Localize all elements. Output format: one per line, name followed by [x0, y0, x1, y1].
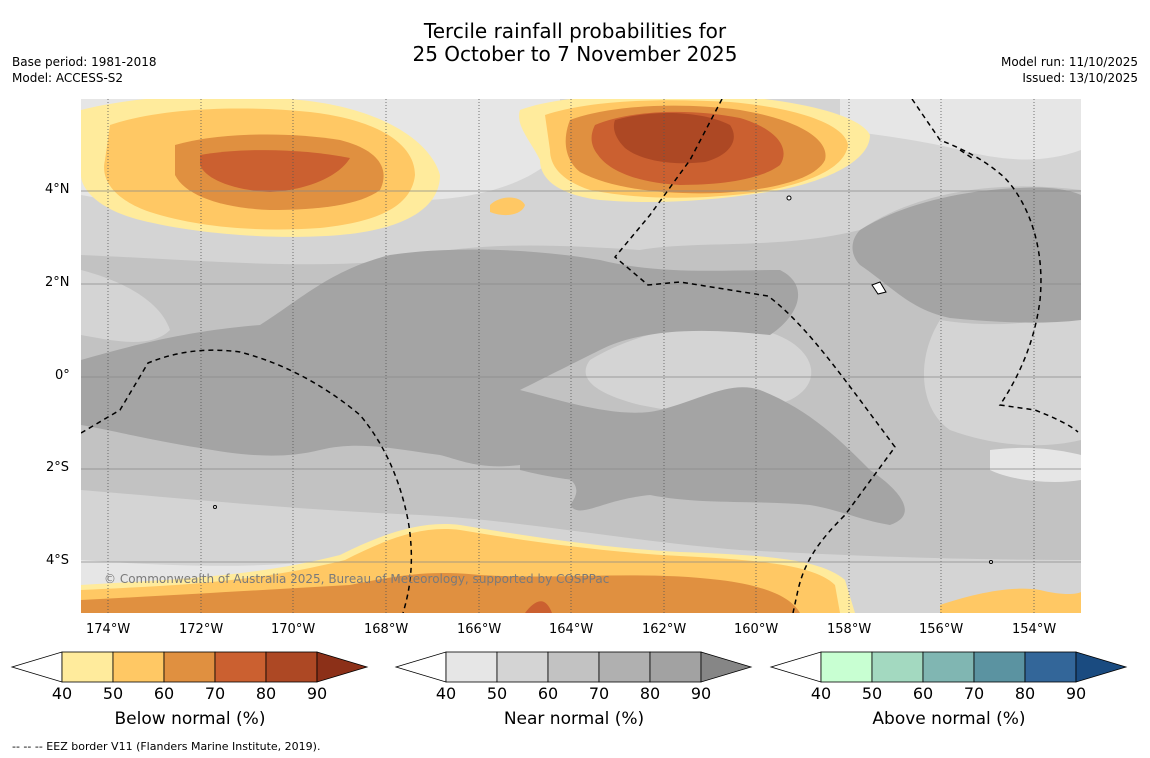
tick-label: 60 — [537, 684, 559, 703]
colorbar-above-seg-1 — [820, 651, 873, 683]
tick-label: 90 — [690, 684, 712, 703]
near-lighter-east — [990, 447, 1081, 482]
eez-border-ne — [959, 149, 976, 161]
lat-label: 2°N — [45, 275, 70, 290]
base-period: Base period: 1981-2018 — [12, 55, 157, 69]
colorbar-below-seg-6 — [316, 651, 369, 683]
issued-date: Issued: 13/10/2025 — [1022, 71, 1138, 85]
lat-label: 4°S — [46, 553, 70, 568]
eez-borders — [81, 99, 1079, 613]
tick-label: 60 — [153, 684, 175, 703]
colorbar-below-label: Below normal (%) — [114, 709, 266, 729]
colorbar-above-seg-5 — [1024, 651, 1077, 683]
tick-label: 50 — [102, 684, 124, 703]
colorbar-below — [10, 651, 369, 683]
colorbar-below-seg-2 — [112, 651, 165, 683]
tick-label: 80 — [1014, 684, 1036, 703]
tick-label: 40 — [435, 684, 457, 703]
model-name: Model: ACCESS-S2 — [12, 71, 124, 85]
below-70-south — [81, 573, 800, 613]
near-dark-equatorial — [81, 249, 905, 526]
eez-legend-note: -- -- -- EEZ border V11 (Flanders Marine… — [12, 740, 321, 753]
tick-label: 60 — [912, 684, 934, 703]
island-4 — [989, 560, 993, 564]
colorbar-above-seg-2 — [871, 651, 924, 683]
colorbar-near-seg-3 — [547, 651, 600, 683]
colorbar-near-seg-5 — [649, 651, 702, 683]
below-90-nc — [613, 113, 734, 164]
tick-label: 80 — [255, 684, 277, 703]
colorbar-near-label: Near normal (%) — [503, 709, 645, 729]
tick-label: 50 — [861, 684, 883, 703]
meta-right: Model run: 11/10/2025 Issued: 13/10/2025 — [1001, 54, 1138, 86]
colorbar-above-seg-3 — [922, 651, 975, 683]
lon-label: 170°W — [271, 622, 316, 637]
tick-label: 90 — [1065, 684, 1087, 703]
colorbar-near-seg-6 — [700, 651, 753, 683]
below-80-south — [525, 601, 552, 613]
near-dark-south-center — [520, 448, 651, 482]
lat-label: 0° — [55, 368, 70, 383]
lon-label: 162°W — [642, 622, 687, 637]
colorbar-near-seg-0 — [394, 651, 447, 683]
eez-border-west — [81, 349, 413, 613]
colorbar-above — [769, 651, 1128, 683]
tick-label: 70 — [588, 684, 610, 703]
tick-label: 70 — [204, 684, 226, 703]
lat-label: 4°N — [45, 182, 70, 197]
eez-border-east — [911, 99, 1079, 433]
near-light-west — [81, 270, 170, 342]
island-1 — [871, 281, 887, 295]
lon-label: 166°W — [457, 622, 502, 637]
tick-label: 40 — [810, 684, 832, 703]
colorbar-near — [394, 651, 753, 683]
below-80-nw — [200, 150, 350, 192]
lon-label: 164°W — [549, 622, 594, 637]
title-line-1: Tercile rainfall probabilities for — [423, 19, 727, 43]
colorbar-below-seg-3 — [163, 651, 216, 683]
colorbar-above-label: Above normal (%) — [872, 709, 1026, 729]
near-light-east — [923, 310, 1081, 446]
tick-label: 40 — [51, 684, 73, 703]
colorbar-near-seg-2 — [496, 651, 549, 683]
tick-label: 90 — [306, 684, 328, 703]
near-lighter-topright — [840, 99, 1081, 160]
colorbar-below-seg-0 — [10, 651, 63, 683]
colorbar-below-seg-5 — [265, 651, 318, 683]
map-title: Tercile rainfall probabilities for 25 Oc… — [0, 20, 1150, 66]
meta-left: Base period: 1981-2018 Model: ACCESS-S2 — [12, 54, 157, 86]
lat-lines — [81, 190, 1081, 563]
lon-label: 154°W — [1012, 622, 1057, 637]
colorbar-near-seg-4 — [598, 651, 651, 683]
near-dark-northeast — [852, 187, 1081, 323]
lon-label: 168°W — [364, 622, 409, 637]
lat-label: 2°S — [46, 460, 70, 475]
lon-label: 174°W — [86, 622, 131, 637]
colorbar-below-seg-4 — [214, 651, 267, 683]
islands — [213, 195, 993, 564]
colorbar-above-seg-4 — [973, 651, 1026, 683]
map-field — [81, 99, 1081, 613]
copyright-text: © Commonwealth of Australia 2025, Bureau… — [104, 572, 610, 586]
colorbar-below-seg-1 — [61, 651, 114, 683]
model-run: Model run: 11/10/2025 — [1000, 55, 1138, 69]
tick-label: 70 — [963, 684, 985, 703]
lon-label: 156°W — [919, 622, 964, 637]
lon-label: 158°W — [827, 622, 872, 637]
colorbar-near-seg-1 — [445, 651, 498, 683]
eez-border-north — [613, 99, 896, 613]
below-small-blob — [490, 197, 525, 216]
title-line-2: 25 October to 7 November 2025 — [412, 42, 738, 66]
lon-label: 172°W — [179, 622, 224, 637]
tick-label: 80 — [639, 684, 661, 703]
colorbar-above-seg-0 — [769, 651, 822, 683]
lon-label: 160°W — [734, 622, 779, 637]
tick-label: 50 — [486, 684, 508, 703]
colorbar-above-seg-6 — [1075, 651, 1128, 683]
island-2 — [786, 195, 792, 201]
island-3 — [213, 505, 217, 509]
below-60-se — [940, 588, 1081, 613]
